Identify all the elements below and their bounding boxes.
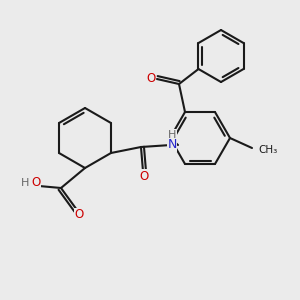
- Text: O: O: [32, 176, 40, 190]
- Text: O: O: [74, 208, 84, 221]
- Text: N: N: [167, 139, 177, 152]
- Text: CH₃: CH₃: [258, 145, 277, 155]
- Text: O: O: [146, 71, 156, 85]
- Text: O: O: [140, 169, 148, 182]
- Text: H: H: [168, 130, 176, 140]
- Text: H: H: [21, 178, 29, 188]
